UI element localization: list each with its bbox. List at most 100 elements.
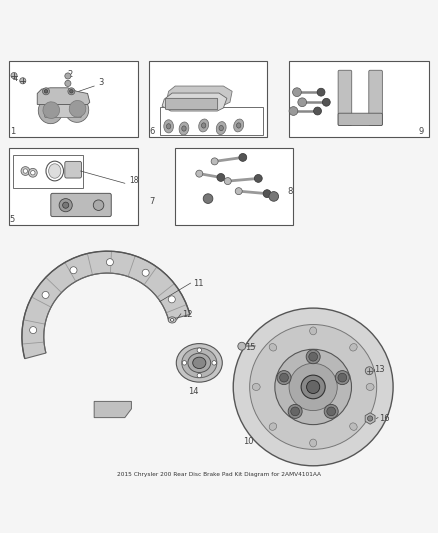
FancyBboxPatch shape (369, 70, 382, 125)
Bar (289, 61, 429, 138)
Polygon shape (162, 93, 227, 111)
Text: 12: 12 (182, 310, 192, 319)
Circle shape (254, 174, 262, 182)
Circle shape (288, 405, 302, 418)
Text: 15: 15 (245, 343, 256, 352)
Ellipse shape (310, 439, 317, 447)
Ellipse shape (269, 423, 277, 430)
Ellipse shape (275, 349, 351, 425)
Circle shape (44, 90, 48, 93)
Circle shape (327, 407, 336, 416)
Ellipse shape (170, 319, 174, 321)
Circle shape (212, 361, 216, 365)
Ellipse shape (233, 308, 393, 466)
Circle shape (367, 416, 373, 421)
Ellipse shape (199, 119, 208, 132)
Circle shape (65, 80, 71, 86)
Ellipse shape (216, 122, 226, 134)
Text: 10: 10 (243, 437, 254, 446)
Ellipse shape (252, 383, 260, 391)
Circle shape (322, 98, 330, 106)
Circle shape (23, 169, 28, 173)
Circle shape (263, 190, 271, 198)
Polygon shape (166, 86, 232, 106)
Circle shape (31, 171, 35, 175)
Circle shape (291, 407, 300, 416)
Ellipse shape (350, 344, 357, 351)
Ellipse shape (269, 344, 277, 351)
Ellipse shape (64, 97, 89, 123)
Text: 5: 5 (10, 215, 15, 223)
Text: 9: 9 (418, 127, 424, 136)
Circle shape (59, 199, 72, 212)
Circle shape (28, 168, 37, 177)
Bar (13, 155, 83, 188)
Ellipse shape (38, 99, 63, 124)
Circle shape (309, 352, 318, 361)
Ellipse shape (163, 120, 174, 133)
FancyBboxPatch shape (51, 193, 111, 216)
Ellipse shape (182, 126, 186, 131)
Bar (160, 107, 263, 135)
Text: 1: 1 (10, 127, 15, 136)
Circle shape (217, 174, 225, 181)
Ellipse shape (69, 101, 86, 117)
Circle shape (106, 259, 113, 265)
Circle shape (197, 348, 201, 352)
Text: 4: 4 (12, 74, 18, 83)
Ellipse shape (310, 327, 317, 335)
Ellipse shape (301, 375, 325, 399)
Ellipse shape (193, 357, 206, 368)
Ellipse shape (307, 381, 320, 393)
FancyBboxPatch shape (338, 70, 352, 125)
Circle shape (197, 374, 201, 378)
Circle shape (196, 170, 203, 177)
Circle shape (224, 177, 231, 184)
FancyBboxPatch shape (166, 98, 218, 110)
Circle shape (324, 405, 338, 418)
Circle shape (211, 158, 218, 165)
Circle shape (314, 107, 321, 115)
Circle shape (238, 342, 246, 350)
Text: 16: 16 (379, 414, 389, 423)
Circle shape (317, 88, 325, 96)
Ellipse shape (201, 123, 206, 128)
Circle shape (293, 88, 301, 96)
Bar (175, 148, 293, 225)
Circle shape (65, 73, 71, 79)
Circle shape (11, 72, 17, 78)
Circle shape (93, 200, 104, 211)
Circle shape (277, 370, 291, 385)
Circle shape (365, 367, 373, 375)
Text: 14: 14 (188, 386, 199, 395)
Ellipse shape (234, 119, 244, 132)
Ellipse shape (250, 325, 377, 449)
Ellipse shape (237, 123, 241, 128)
Circle shape (269, 191, 279, 201)
Circle shape (182, 361, 187, 365)
Circle shape (42, 88, 49, 95)
Circle shape (20, 78, 26, 84)
Circle shape (68, 88, 75, 95)
Bar (9, 148, 138, 225)
FancyBboxPatch shape (338, 113, 382, 125)
Text: 7: 7 (150, 197, 155, 206)
Circle shape (338, 373, 347, 382)
FancyBboxPatch shape (65, 161, 81, 178)
Ellipse shape (179, 122, 189, 135)
Circle shape (70, 90, 73, 93)
Circle shape (63, 202, 69, 208)
Text: 11: 11 (193, 279, 203, 288)
Circle shape (235, 188, 242, 195)
Ellipse shape (289, 364, 337, 410)
FancyBboxPatch shape (45, 104, 81, 118)
Circle shape (289, 107, 298, 115)
Ellipse shape (49, 164, 61, 178)
Circle shape (30, 327, 37, 334)
Text: 2015 Chrysler 200 Rear Disc Brake Pad Kit Diagram for 2AMV4101AA: 2015 Chrysler 200 Rear Disc Brake Pad Ki… (117, 472, 321, 477)
Text: 3: 3 (99, 78, 104, 87)
Polygon shape (37, 88, 90, 104)
Ellipse shape (188, 353, 211, 373)
Circle shape (70, 266, 77, 274)
Text: 13: 13 (374, 366, 385, 375)
